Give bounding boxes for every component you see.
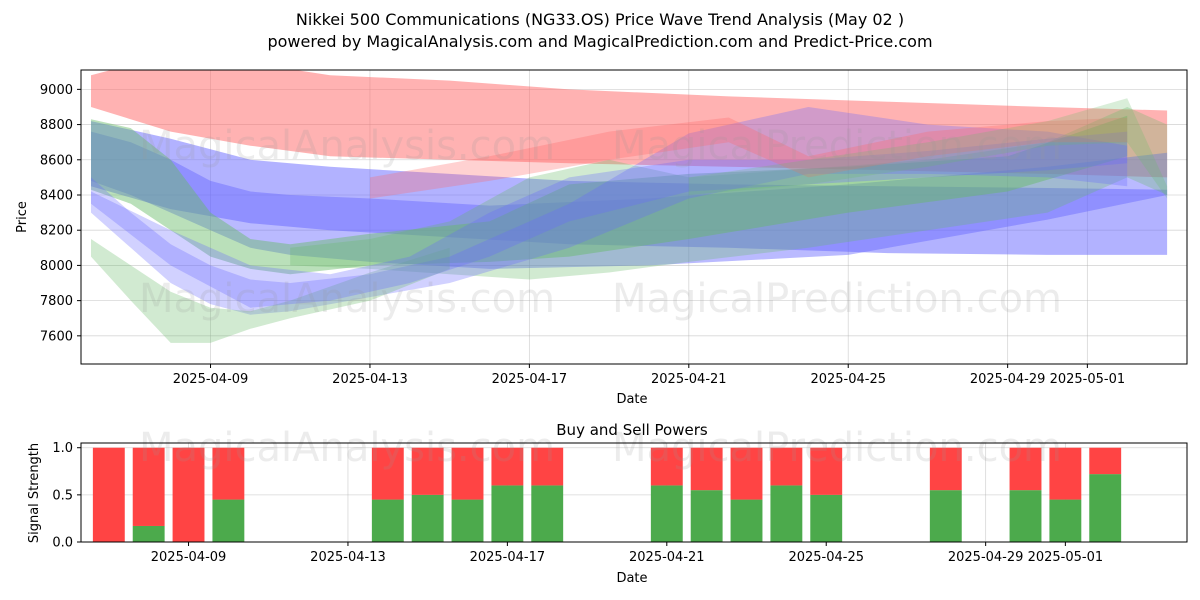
buy-sell-x-tick-label: 2025-04-21 bbox=[629, 550, 705, 565]
buy-sell-x-label: Date bbox=[616, 571, 647, 586]
buy-power-bar bbox=[491, 485, 524, 542]
figure-title-line1: Nikkei 500 Communications (NG33.OS) Pric… bbox=[296, 10, 904, 29]
price-y-tick-label: 8200 bbox=[40, 224, 73, 239]
price-chart-x-label: Date bbox=[616, 392, 647, 407]
sell-power-bar bbox=[730, 447, 763, 500]
sell-power-bar bbox=[451, 447, 484, 500]
price-x-tick-label: 2025-04-21 bbox=[651, 372, 727, 387]
buy-sell-bars bbox=[92, 447, 1122, 542]
price-wave-band-blue bbox=[91, 121, 1168, 255]
price-x-tick-label: 2025-04-25 bbox=[810, 372, 886, 387]
watermark-bottom-left: MagicalAnalysis.com bbox=[139, 425, 555, 471]
watermark-bottom-right: MagicalPrediction.com bbox=[612, 425, 1062, 471]
buy-power-bar bbox=[1009, 490, 1042, 542]
price-wave-chart: MagicalAnalysis.com MagicalPrediction.co… bbox=[15, 69, 1188, 407]
buy-power-bar bbox=[411, 494, 444, 542]
sell-power-bar bbox=[92, 447, 125, 542]
price-wave-band-blue bbox=[91, 107, 1128, 315]
buy-power-bar bbox=[730, 499, 763, 542]
buy-power-bar bbox=[531, 485, 564, 542]
sell-power-bar bbox=[491, 447, 524, 486]
buy-power-bar bbox=[371, 499, 404, 542]
buy-sell-y-tick-label: 1.0 bbox=[52, 441, 73, 456]
price-y-tick-label: 8000 bbox=[40, 259, 73, 274]
sell-power-bar bbox=[1089, 447, 1122, 475]
buy-power-bar bbox=[650, 485, 683, 542]
price-wave-band-green bbox=[91, 115, 1128, 275]
buy-power-bar bbox=[810, 494, 843, 542]
price-chart-y-label: Price bbox=[15, 201, 30, 233]
price-wave-band-blue bbox=[91, 131, 1168, 269]
buy-power-bar bbox=[451, 499, 484, 542]
watermark-top-right: MagicalPrediction.com bbox=[612, 123, 1062, 169]
buy-sell-y-tick-label: 0.0 bbox=[52, 536, 73, 551]
sell-power-bar bbox=[132, 447, 165, 526]
price-chart-x-ticks: 2025-04-09 2025-04-13 2025-04-17 2025-04-21… bbox=[173, 364, 1125, 387]
buy-sell-x-tick-label: 2025-04-13 bbox=[310, 550, 386, 565]
price-chart-frame bbox=[80, 69, 1188, 365]
buy-power-bar bbox=[132, 525, 165, 542]
price-y-tick-label: 8600 bbox=[40, 153, 73, 168]
price-x-tick-label: 2025-05-01 bbox=[1050, 372, 1126, 387]
price-wave-band-blue bbox=[91, 131, 1128, 308]
sell-power-bar bbox=[810, 447, 843, 495]
price-x-tick-label: 2025-04-17 bbox=[492, 372, 568, 387]
price-wave-band-green bbox=[688, 98, 1168, 199]
buy-sell-y-tick-label: 0.5 bbox=[52, 488, 73, 503]
price-y-tick-label: 7800 bbox=[40, 294, 73, 309]
sell-power-bar bbox=[212, 447, 245, 500]
buy-power-bar bbox=[770, 485, 803, 542]
price-wave-band-red bbox=[370, 117, 1128, 199]
price-chart-watermarks: MagicalAnalysis.com MagicalPrediction.co… bbox=[139, 123, 1062, 322]
buy-sell-chart: Buy and Sell Powers MagicalAnalysis.com … bbox=[27, 421, 1188, 586]
buy-power-bar bbox=[929, 490, 962, 542]
buy-sell-x-tick-label: 2025-05-01 bbox=[1028, 550, 1104, 565]
buy-sell-x-tick-label: 2025-04-25 bbox=[788, 550, 864, 565]
buy-sell-x-ticks: 2025-04-09 2025-04-13 2025-04-17 2025-04-21… bbox=[151, 542, 1103, 565]
buy-sell-frame bbox=[80, 442, 1188, 543]
buy-power-bar bbox=[690, 490, 723, 542]
price-wave-band-green bbox=[290, 107, 1168, 280]
buy-power-bar bbox=[212, 499, 245, 542]
buy-sell-title: Buy and Sell Powers bbox=[556, 421, 708, 439]
buy-sell-x-tick-label: 2025-04-17 bbox=[470, 550, 546, 565]
price-wave-bands bbox=[91, 70, 1168, 343]
sell-power-bar bbox=[411, 447, 444, 495]
price-wave-band-green bbox=[91, 239, 450, 343]
watermark-mid-right: MagicalPrediction.com bbox=[612, 276, 1062, 322]
price-x-tick-label: 2025-04-09 bbox=[173, 372, 249, 387]
buy-sell-x-tick-label: 2025-04-29 bbox=[948, 550, 1024, 565]
sell-power-bar bbox=[371, 447, 404, 500]
price-y-tick-label: 8400 bbox=[40, 188, 73, 203]
price-chart-y-ticks: 7600 7800 8000 8200 8400 8600 8800 9000 bbox=[40, 83, 81, 344]
sell-power-bar bbox=[650, 447, 683, 486]
sell-power-bar bbox=[929, 447, 962, 491]
price-y-tick-label: 7600 bbox=[40, 329, 73, 344]
price-x-tick-label: 2025-04-13 bbox=[332, 372, 408, 387]
buy-sell-y-ticks: 0.0 0.5 1.0 bbox=[52, 441, 81, 551]
sell-power-bar bbox=[770, 447, 803, 486]
watermark-top-left: MagicalAnalysis.com bbox=[139, 123, 555, 169]
buy-sell-watermarks: MagicalAnalysis.com MagicalPrediction.co… bbox=[139, 425, 1062, 471]
price-x-tick-label: 2025-04-29 bbox=[970, 372, 1046, 387]
watermark-mid-left: MagicalAnalysis.com bbox=[139, 276, 555, 322]
buy-sell-x-tick-label: 2025-04-09 bbox=[151, 550, 227, 565]
buy-power-bar bbox=[1049, 499, 1082, 542]
sell-power-bar bbox=[1009, 447, 1042, 491]
figure-title-line2: powered by MagicalAnalysis.com and Magic… bbox=[267, 32, 932, 51]
sell-power-bar bbox=[531, 447, 564, 486]
sell-power-bar bbox=[690, 447, 723, 491]
price-y-tick-label: 9000 bbox=[40, 83, 73, 98]
price-y-tick-label: 8800 bbox=[40, 118, 73, 133]
buy-power-bar bbox=[1089, 474, 1122, 542]
sell-power-bar bbox=[1049, 447, 1082, 500]
buy-sell-y-label: Signal Strength bbox=[27, 443, 42, 543]
sell-power-bar bbox=[172, 447, 205, 542]
price-wave-band-red bbox=[91, 70, 1168, 178]
